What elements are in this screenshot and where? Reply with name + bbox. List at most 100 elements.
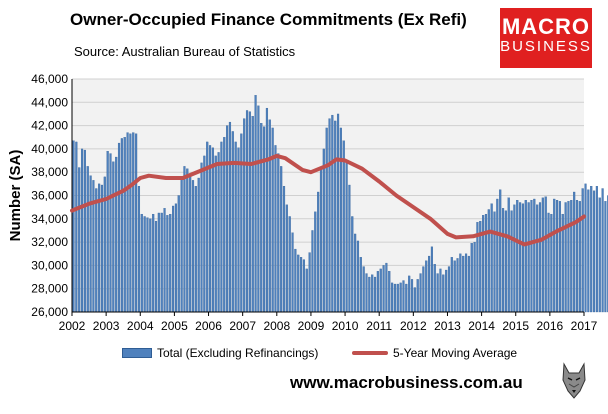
bar: [487, 209, 490, 313]
bar: [368, 276, 371, 313]
bar: [208, 145, 212, 313]
bar: [405, 283, 408, 313]
y-tick-label: 26,000: [31, 305, 68, 319]
bar: [265, 107, 269, 313]
bar: [180, 179, 183, 313]
bar: [317, 191, 320, 313]
bar: [117, 142, 121, 313]
bar: [231, 131, 234, 313]
bar: [530, 200, 533, 313]
bar: [464, 253, 468, 313]
bar: [393, 283, 397, 313]
bar: [416, 279, 419, 313]
bar: [226, 125, 229, 313]
bar: [92, 180, 95, 313]
bar: [220, 141, 223, 313]
wolf-icon: [558, 358, 590, 402]
bar: [536, 204, 539, 313]
bar: [186, 168, 189, 313]
logo-line-2: BUSINESS: [500, 38, 592, 55]
website-url[interactable]: www.macrobusiness.com.au: [290, 373, 523, 392]
y-tick-label: 34,000: [31, 212, 68, 226]
bar: [80, 148, 84, 313]
x-tick-label: 2006: [195, 319, 222, 333]
bar: [234, 141, 237, 313]
bar: [382, 265, 385, 313]
bar: [450, 257, 453, 313]
bar: [197, 177, 200, 313]
bar: [473, 241, 476, 313]
bar: [177, 195, 180, 313]
bar: [564, 202, 567, 313]
bar: [237, 147, 240, 313]
bar: [75, 141, 78, 313]
bar: [300, 257, 303, 313]
bar: [356, 240, 360, 313]
bar: [328, 118, 331, 313]
bar: [425, 260, 428, 313]
bar: [439, 268, 442, 313]
bar: [123, 137, 126, 313]
bar: [152, 213, 155, 313]
bar: [544, 196, 547, 313]
bar: [399, 282, 402, 313]
bar: [115, 156, 118, 313]
x-tick-label: 2017: [571, 319, 598, 333]
bar: [482, 215, 485, 313]
y-tick-label: 38,000: [31, 165, 68, 179]
bar: [553, 198, 556, 313]
bar: [106, 151, 109, 313]
bar: [433, 264, 436, 313]
bar: [362, 266, 365, 313]
bar: [484, 213, 488, 313]
bar: [322, 148, 325, 313]
bar: [129, 133, 132, 313]
x-tick-label: 2009: [298, 319, 325, 333]
bar: [251, 116, 254, 313]
bar: [592, 190, 596, 313]
bar: [305, 268, 308, 313]
bar: [137, 186, 141, 313]
x-tick-label: 2004: [127, 319, 154, 333]
bar: [325, 127, 328, 313]
bar: [149, 218, 152, 313]
bar: [78, 167, 81, 313]
x-tick-label: 2010: [332, 319, 359, 333]
bar: [598, 197, 601, 313]
bar: [556, 200, 559, 313]
bar: [280, 166, 283, 313]
bar: [285, 204, 288, 313]
bar: [263, 126, 266, 313]
bar: [442, 274, 445, 313]
y-tick-label: 44,000: [31, 95, 68, 109]
bar: [169, 213, 172, 313]
bar: [157, 212, 160, 313]
bar: [211, 147, 214, 313]
bar: [550, 213, 553, 313]
bar: [410, 279, 414, 313]
x-tick-label: 2011: [366, 319, 392, 333]
bar: [376, 271, 379, 313]
bar: [373, 276, 377, 313]
legend-swatch-bars: [122, 348, 152, 358]
bar: [194, 186, 197, 313]
bar: [541, 197, 544, 313]
bar: [174, 203, 177, 313]
bar: [573, 191, 576, 313]
bar: [587, 189, 590, 313]
bar: [291, 232, 294, 313]
bar: [260, 123, 263, 313]
bar: [408, 275, 411, 313]
x-tick-label: 2014: [468, 319, 495, 333]
bar: [601, 188, 604, 313]
bar: [257, 105, 260, 313]
bar: [308, 252, 311, 313]
bar: [365, 273, 368, 313]
bar: [228, 121, 232, 313]
bar: [314, 211, 317, 313]
bar: [339, 127, 342, 313]
y-tick-label: 30,000: [31, 258, 68, 272]
bar: [575, 200, 579, 313]
bar: [172, 205, 175, 313]
bar: [89, 175, 92, 313]
